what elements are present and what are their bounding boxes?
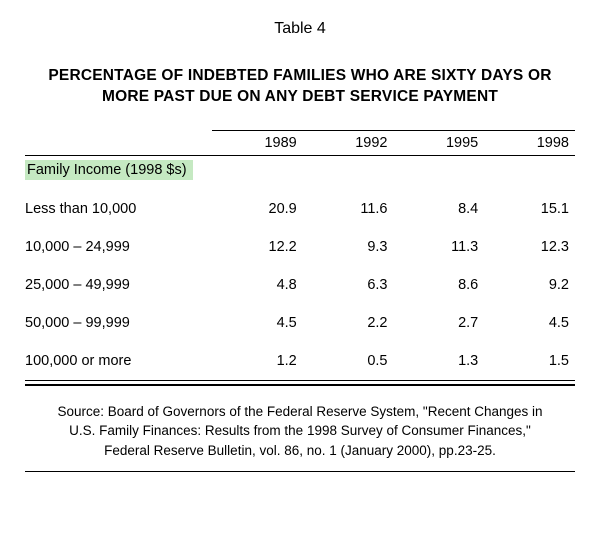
row-label: 25,000 – 49,999 [25,266,212,304]
row-label: 50,000 – 99,999 [25,304,212,342]
cell: 2.2 [303,304,394,342]
source-line-2: U.S. Family Finances: Results from the 1… [69,423,531,438]
header-row: 1989 1992 1995 1998 [25,130,575,155]
header-blank [25,130,212,155]
cell: 0.5 [303,342,394,381]
cell: 4.8 [212,266,303,304]
col-header-1989: 1989 [212,130,303,155]
row-label: 100,000 or more [25,342,212,381]
col-header-1995: 1995 [394,130,485,155]
table-row: 25,000 – 49,999 4.8 6.3 8.6 9.2 [25,266,575,304]
title-line-2: MORE PAST DUE ON ANY DEBT SERVICE PAYMEN… [102,88,498,105]
cell: 1.2 [212,342,303,381]
table-title: PERCENTAGE OF INDEBTED FAMILIES WHO ARE … [25,66,575,108]
data-table: 1989 1992 1995 1998 Family Income (1998 … [25,130,575,386]
cell: 4.5 [484,304,575,342]
col-header-1998: 1998 [484,130,575,155]
table-row: 50,000 – 99,999 4.5 2.2 2.7 4.5 [25,304,575,342]
row-label: 10,000 – 24,999 [25,228,212,266]
cell: 12.2 [212,228,303,266]
cell: 12.3 [484,228,575,266]
table-row: 100,000 or more 1.2 0.5 1.3 1.5 [25,342,575,381]
cell: 11.6 [303,190,394,228]
cell: 15.1 [484,190,575,228]
cell: 1.3 [394,342,485,381]
section-heading: Family Income (1998 $s) [25,160,193,180]
table-row: 10,000 – 24,999 12.2 9.3 11.3 12.3 [25,228,575,266]
table-number-label: Table 4 [25,20,575,38]
source-note: Source: Board of Governors of the Federa… [25,402,575,472]
source-line-1: Source: Board of Governors of the Federa… [57,404,542,419]
row-label: Less than 10,000 [25,190,212,228]
cell: 2.7 [394,304,485,342]
cell: 9.2 [484,266,575,304]
table-row: Less than 10,000 20.9 11.6 8.4 15.1 [25,190,575,228]
cell: 4.5 [212,304,303,342]
cell: 6.3 [303,266,394,304]
source-line-3: Federal Reserve Bulletin, vol. 86, no. 1… [104,443,496,458]
cell: 9.3 [303,228,394,266]
col-header-1992: 1992 [303,130,394,155]
bottom-rule [25,380,575,385]
section-row: Family Income (1998 $s) [25,155,575,190]
cell: 1.5 [484,342,575,381]
cell: 8.6 [394,266,485,304]
cell: 11.3 [394,228,485,266]
title-line-1: PERCENTAGE OF INDEBTED FAMILIES WHO ARE … [48,67,551,84]
cell: 20.9 [212,190,303,228]
cell: 8.4 [394,190,485,228]
